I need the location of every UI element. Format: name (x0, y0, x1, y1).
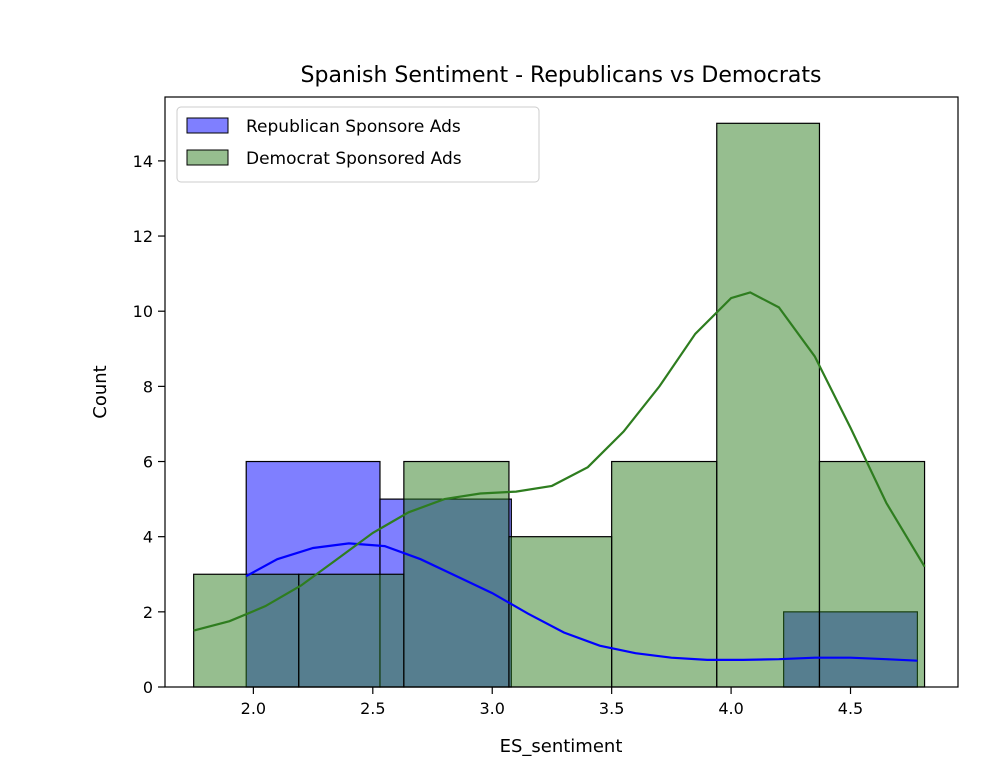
legend-swatch-republican (186, 117, 229, 134)
x-tick-label: 4.0 (718, 699, 743, 718)
x-tick-label: 3.5 (599, 699, 624, 718)
histogram-bars (193, 122, 926, 688)
y-tick-label: 4 (143, 528, 153, 547)
y-axis-ticks: 0 2 4 6 8 10 12 14 (133, 152, 165, 697)
republican-kde-line (245, 542, 918, 662)
democrat-bar-0 (193, 573, 300, 688)
x-tick-label: 2.5 (360, 699, 385, 718)
y-tick-label: 8 (143, 377, 153, 396)
x-tick-label: 4.5 (838, 699, 863, 718)
chart-title: Spanish Sentiment - Republicans vs Democ… (301, 63, 822, 88)
y-axis-label: Count (90, 365, 111, 418)
democrat-bar-1 (298, 573, 405, 688)
y-tick-label: 0 (143, 678, 153, 697)
x-tick-label: 2.0 (241, 699, 266, 718)
y-tick-label: 12 (133, 227, 153, 246)
plot-area-frame (164, 96, 959, 688)
x-axis-ticks: 2.0 2.5 3.0 3.5 4.0 4.5 (241, 687, 863, 718)
y-tick-label: 14 (133, 152, 153, 171)
legend-swatch-democrat (186, 149, 229, 166)
y-tick-label: 2 (143, 603, 153, 622)
legend-box (176, 106, 540, 183)
x-axis-label: ES_sentiment (500, 736, 623, 757)
chart-legend: Republican Sponsore Ads Democrat Sponsor… (176, 106, 540, 183)
x-tick-label: 3.0 (480, 699, 505, 718)
democrat-bar-5 (716, 122, 821, 688)
democrat-bar-4 (611, 460, 718, 688)
democrat-bar-6 (818, 460, 926, 688)
kde-curves (193, 291, 926, 662)
legend-label-democrat: Democrat Sponsored Ads (246, 149, 462, 169)
legend-label-republican: Republican Sponsore Ads (246, 117, 461, 137)
democrat-kde-line (193, 291, 926, 632)
democrat-bar-2 (403, 460, 510, 688)
y-tick-label: 10 (133, 302, 153, 321)
y-tick-label: 6 (143, 453, 153, 472)
